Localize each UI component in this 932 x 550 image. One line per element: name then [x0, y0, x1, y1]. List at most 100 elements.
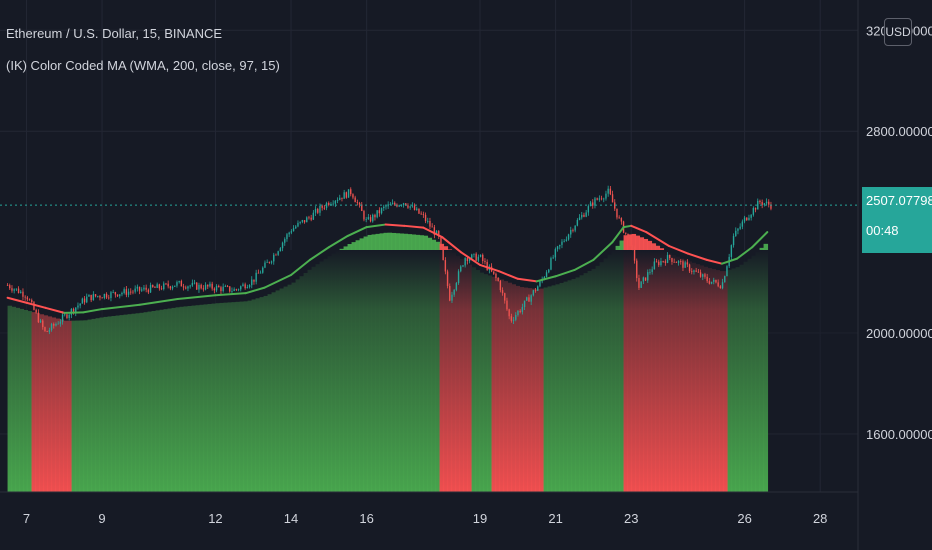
- candle-up: [178, 281, 180, 283]
- candle-down: [26, 297, 29, 300]
- candle-down: [662, 261, 664, 262]
- candle-down: [31, 300, 33, 303]
- candle-down: [669, 255, 671, 259]
- candle-down: [169, 286, 172, 289]
- candle-up: [730, 245, 733, 257]
- candle-up: [372, 214, 374, 222]
- candle-up: [246, 286, 249, 289]
- candle-down: [378, 210, 381, 214]
- candle-up: [20, 291, 22, 293]
- candle-up: [284, 239, 286, 243]
- candle-down: [708, 281, 711, 284]
- ma-segment-up: [63, 311, 85, 314]
- candle-down: [431, 226, 433, 228]
- ma-segment-up: [327, 234, 349, 249]
- candle-down: [422, 214, 425, 216]
- candle-down: [636, 260, 638, 279]
- ma-segment-down: [668, 245, 689, 255]
- candle-down: [697, 271, 700, 273]
- candle-up: [556, 246, 559, 250]
- x-tick-label: 19: [473, 511, 487, 526]
- candle-up: [739, 226, 741, 229]
- candle-down: [72, 308, 75, 313]
- candle-down: [158, 284, 161, 289]
- candle-down: [627, 233, 629, 237]
- ma-segment-down: [705, 258, 723, 265]
- y-tick-label: 2000.000000: [866, 326, 932, 341]
- candle-up: [248, 285, 251, 287]
- y-tick-label: 1600.000000: [866, 427, 932, 442]
- candle-down: [363, 211, 365, 220]
- candle-up: [222, 286, 224, 292]
- candle-down: [655, 261, 658, 263]
- candle-up: [81, 298, 84, 304]
- candle-down: [165, 283, 167, 285]
- candle-down: [583, 214, 585, 217]
- candle-up: [297, 222, 299, 227]
- candle-down: [429, 220, 431, 227]
- candle-down: [433, 227, 436, 235]
- candle-up: [710, 281, 713, 284]
- candle-up: [75, 307, 77, 313]
- candle-down: [761, 202, 763, 205]
- candle-up: [365, 219, 367, 220]
- candle-up: [336, 199, 339, 201]
- candle-up: [642, 277, 645, 282]
- candle-up: [266, 261, 268, 263]
- currency-button[interactable]: USD: [884, 18, 912, 46]
- candle-up: [97, 296, 99, 297]
- candle-up: [598, 198, 601, 200]
- indicator-title[interactable]: (IK) Color Coded MA (WMA, 200, close, 97…: [6, 58, 280, 73]
- candle-up: [479, 254, 482, 257]
- candle-up: [435, 230, 438, 235]
- candle-up: [77, 305, 79, 308]
- candle-up: [741, 221, 744, 227]
- candle-down: [235, 289, 238, 291]
- candle-up: [134, 288, 136, 292]
- candle-up: [570, 229, 572, 235]
- candle-down: [44, 327, 46, 332]
- ma-segment-up: [611, 226, 625, 244]
- candle-up: [136, 286, 139, 289]
- candle-up: [453, 289, 455, 295]
- candle-down: [218, 285, 220, 288]
- candle-up: [512, 319, 515, 321]
- candle-down: [664, 261, 667, 263]
- ma-segment-down: [422, 226, 444, 239]
- candle-down: [352, 194, 354, 198]
- ma-segment-down: [645, 231, 671, 247]
- candle-down: [770, 204, 772, 209]
- candle-down: [152, 285, 154, 288]
- candle-up: [347, 189, 350, 198]
- symbol-title[interactable]: Ethereum / U.S. Dollar, 15, BINANCE: [6, 26, 223, 41]
- candle-up: [732, 236, 735, 246]
- candle-down: [671, 258, 673, 262]
- candle-up: [59, 321, 62, 324]
- candle-down: [407, 205, 409, 208]
- candle-up: [48, 330, 51, 332]
- candle-down: [66, 314, 68, 318]
- candle-up: [455, 283, 458, 290]
- ma-segment-down: [384, 223, 406, 227]
- candle-up: [277, 251, 279, 255]
- candle-up: [121, 293, 123, 295]
- candle-up: [585, 212, 587, 217]
- candle-up: [55, 323, 57, 326]
- candle-up: [288, 232, 290, 235]
- candle-down: [275, 254, 277, 256]
- candle-down: [35, 309, 37, 313]
- candle-down: [185, 287, 187, 289]
- ma-segment-up: [176, 294, 217, 300]
- candle-down: [244, 284, 246, 289]
- candle-up: [119, 294, 121, 297]
- candle-down: [633, 247, 636, 261]
- candle-down: [220, 287, 222, 292]
- candle-up: [86, 296, 88, 303]
- candle-up: [103, 293, 106, 298]
- candle-up: [306, 217, 308, 223]
- candle-up: [343, 192, 345, 199]
- candle-up: [330, 204, 332, 206]
- candle-down: [94, 294, 97, 297]
- candle-down: [706, 276, 708, 282]
